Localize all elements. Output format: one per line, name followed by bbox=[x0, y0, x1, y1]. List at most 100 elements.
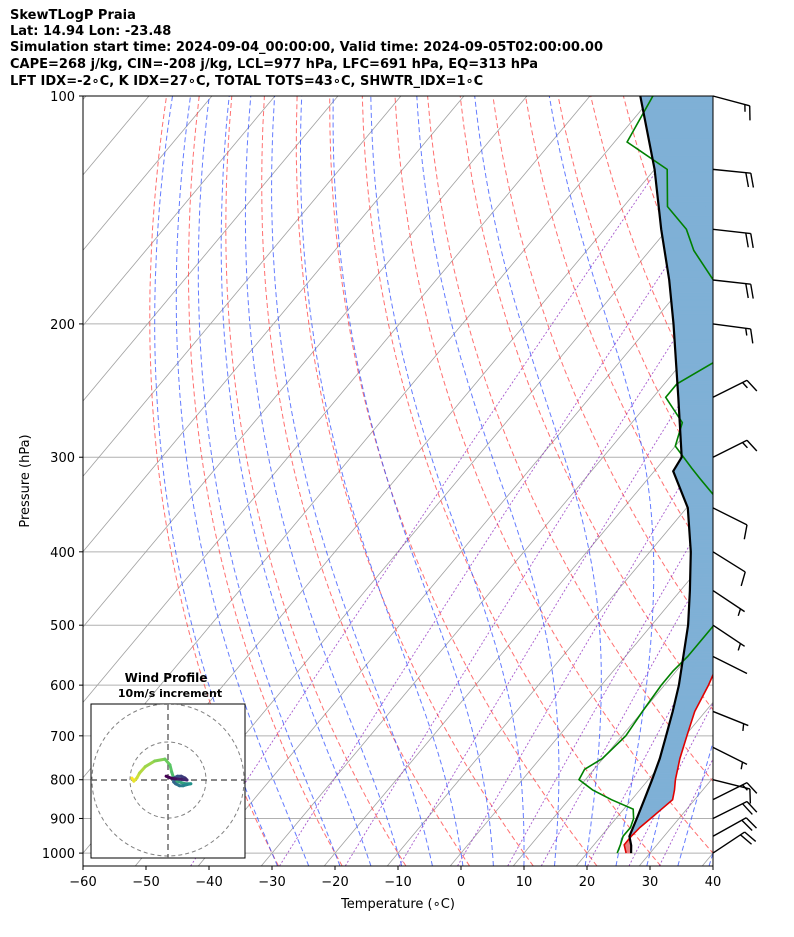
cape-cin-band bbox=[651, 155, 713, 162]
dry-adiabat bbox=[261, 96, 471, 866]
cape-cin-band bbox=[678, 409, 713, 414]
isotherm bbox=[83, 96, 276, 327]
cape-cin-band bbox=[672, 316, 713, 321]
cape-cin-band bbox=[660, 224, 713, 230]
cape-cin-band bbox=[662, 241, 713, 247]
cape-cin-band bbox=[679, 422, 713, 426]
cape-cin-band bbox=[670, 296, 713, 301]
cape-cin-band bbox=[676, 375, 713, 379]
cape-line: CAPE=268 j/kg, CIN=-208 j/kg, LCL=977 hP… bbox=[10, 57, 538, 72]
y-axis-label: Pressure (hPa) bbox=[18, 434, 33, 527]
dry-adiabat bbox=[187, 96, 343, 866]
x-tick-label: 10 bbox=[516, 875, 533, 890]
wind-barb bbox=[712, 507, 748, 540]
cape-cin-band bbox=[675, 363, 713, 368]
isotherm bbox=[83, 96, 402, 477]
cape-cin-band bbox=[672, 320, 713, 325]
cape-cin-band bbox=[668, 277, 713, 283]
cape-cin-band bbox=[655, 182, 713, 188]
cape-cin-band bbox=[678, 459, 713, 462]
wind-barb bbox=[712, 589, 746, 617]
cape-cin-band bbox=[669, 285, 713, 290]
x-tick-label: 40 bbox=[705, 875, 722, 890]
dewpoint-line bbox=[577, 96, 713, 854]
cape-cin-band bbox=[680, 436, 713, 440]
isotherm bbox=[83, 96, 213, 251]
x-tick-label: −60 bbox=[69, 875, 96, 890]
mixing-ratio-line bbox=[507, 504, 713, 866]
time-line: Simulation start time: 2024-09-04_00:00:… bbox=[10, 40, 603, 55]
cape-cin-band bbox=[664, 250, 713, 255]
y-tick-label: 1000 bbox=[42, 847, 75, 862]
moist-adiabat bbox=[416, 96, 560, 866]
dry-adiabat bbox=[525, 96, 713, 566]
dry-adiabat bbox=[427, 96, 713, 783]
cape-cin-band bbox=[673, 336, 713, 341]
y-tick-label: 400 bbox=[50, 546, 75, 561]
cape-cin-band bbox=[679, 427, 713, 431]
cape-cin-band bbox=[679, 417, 713, 421]
cape-cin-band bbox=[674, 345, 713, 350]
dry-adiabat bbox=[329, 96, 598, 866]
cape-cin-band bbox=[675, 354, 713, 359]
cape-cin-band bbox=[674, 351, 713, 356]
cape-cin-band bbox=[680, 445, 713, 449]
cape-cin-band bbox=[647, 133, 713, 140]
cape-cin-band bbox=[639, 96, 713, 103]
wind-barb bbox=[712, 323, 754, 344]
x-axis-ticks: −60 −50 −40 −30 −20 −10 0 10 20 30 40 bbox=[69, 866, 721, 890]
y-tick-label: 300 bbox=[50, 451, 75, 466]
cape-cin-band bbox=[671, 310, 713, 315]
wind-barb bbox=[712, 655, 748, 675]
wind-barb bbox=[712, 800, 758, 820]
hodograph-inset: Wind Profile 10m/s increment bbox=[90, 671, 246, 859]
cape-cin-band bbox=[661, 233, 713, 239]
wind-barb bbox=[712, 379, 758, 398]
cape-cin-band bbox=[674, 348, 713, 353]
cape-cin-band bbox=[644, 121, 713, 128]
cape-cin-band bbox=[677, 388, 713, 393]
chart-title-line1: SkewTLogP Praia bbox=[10, 8, 136, 23]
cape-cin-band bbox=[673, 467, 713, 471]
y-tick-label: 600 bbox=[50, 679, 75, 694]
hodograph-segment bbox=[164, 774, 173, 780]
cape-cin-band bbox=[643, 114, 713, 122]
temperature-line bbox=[623, 672, 713, 854]
x-tick-label: −40 bbox=[195, 875, 222, 890]
cape-cin-band bbox=[679, 424, 713, 428]
wind-barb bbox=[712, 710, 749, 732]
wind-barbs bbox=[712, 95, 758, 854]
moist-adiabat bbox=[370, 96, 525, 866]
cape-cin-band bbox=[656, 191, 713, 198]
isotherm bbox=[83, 96, 591, 704]
isotherm bbox=[765, 96, 794, 866]
cape-cin-band bbox=[678, 407, 713, 411]
cape-cin-band bbox=[657, 196, 713, 203]
cape-cin-band bbox=[666, 262, 713, 267]
x-tick-label: 0 bbox=[457, 875, 465, 890]
cape-cin-band bbox=[676, 377, 713, 382]
cape-cin-band bbox=[680, 434, 713, 438]
y-tick-label: 200 bbox=[50, 318, 75, 333]
dry-adiabat bbox=[492, 96, 713, 639]
cape-cin-band bbox=[654, 171, 713, 178]
cape-cin-band bbox=[679, 456, 713, 460]
dry-adiabat bbox=[754, 96, 794, 866]
moist-adiabat bbox=[708, 851, 713, 866]
cape-cin-band bbox=[677, 391, 713, 395]
isotherm bbox=[83, 96, 528, 628]
cape-cin-band bbox=[667, 270, 713, 275]
cape-cin-band bbox=[658, 211, 713, 217]
mixing-ratio-line bbox=[540, 556, 713, 866]
moist-adiabat bbox=[271, 96, 433, 866]
dry-adiabat bbox=[295, 96, 534, 866]
hodograph-title: Wind Profile bbox=[125, 671, 208, 685]
cape-cin-band bbox=[678, 412, 713, 416]
index-line: LFT IDX=-2∘C, K IDX=27∘C, TOTAL TOTS=43∘… bbox=[10, 74, 484, 89]
cape-cin-band bbox=[646, 127, 713, 134]
x-tick-label: −20 bbox=[321, 875, 348, 890]
x-tick-label: −50 bbox=[132, 875, 159, 890]
y-axis-ticks: 1000 900 800 700 600 500 400 300 200 100 bbox=[42, 90, 83, 862]
cape-cin-band bbox=[667, 273, 713, 279]
cape-cin-band bbox=[675, 360, 713, 365]
